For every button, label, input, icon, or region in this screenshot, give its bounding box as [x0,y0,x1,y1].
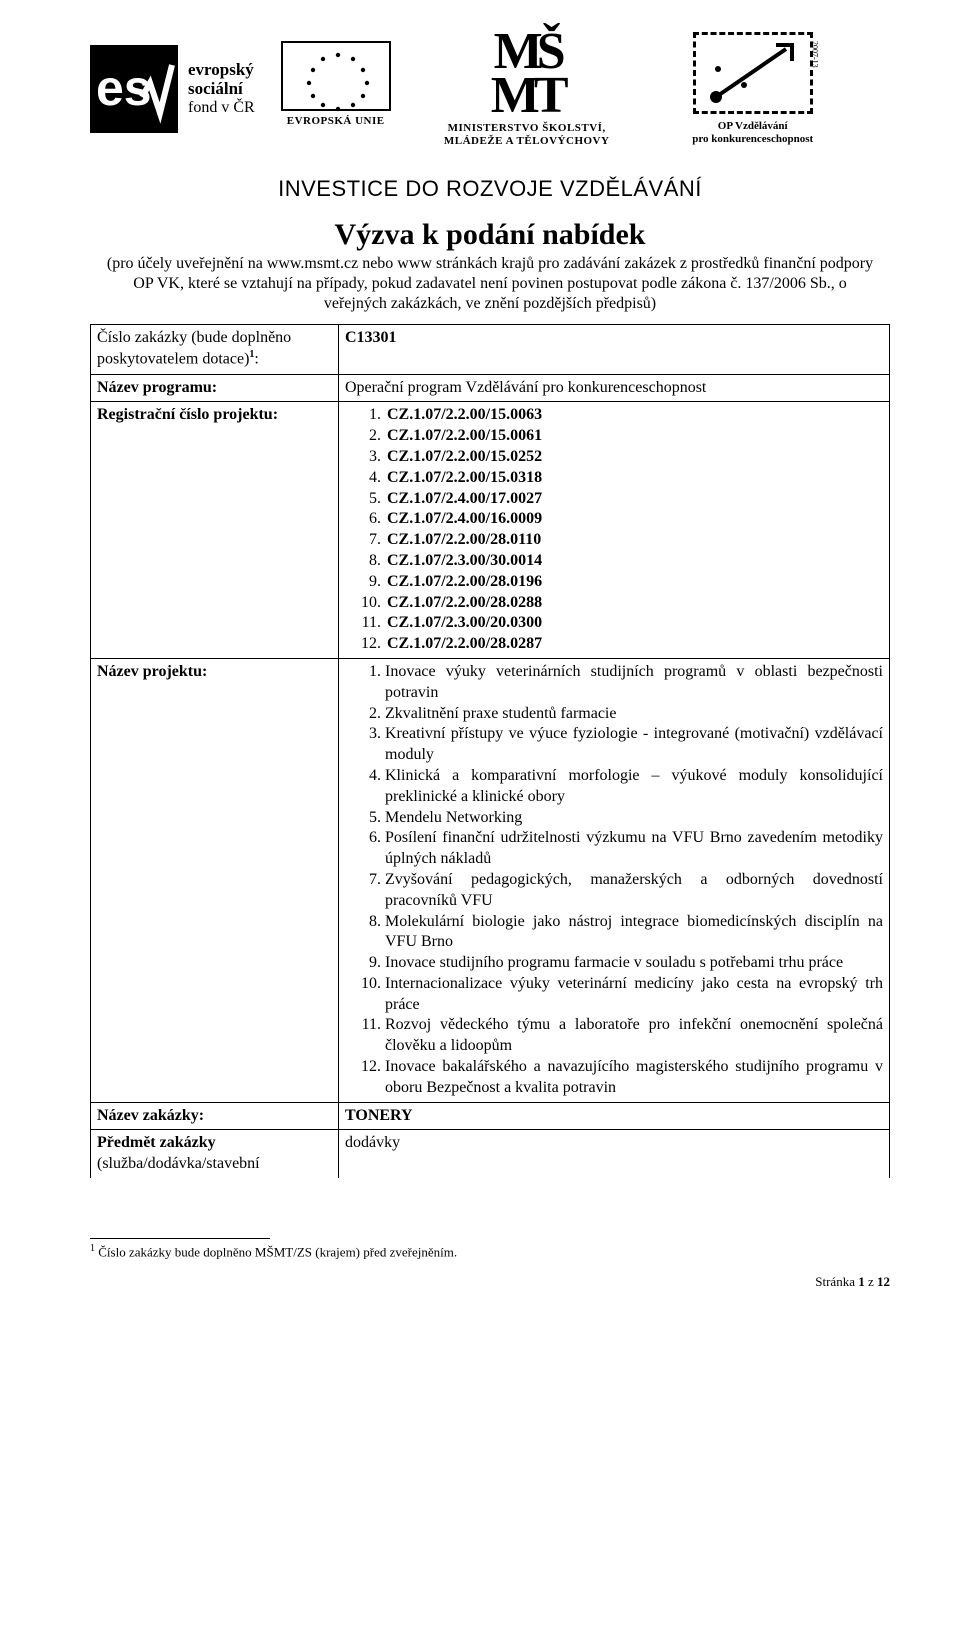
opvk-line1: OP Vzdělávání [653,120,853,133]
row1-after: : [254,351,258,368]
table-row: Registrační číslo projektu: CZ.1.07/2.2.… [91,402,890,659]
list-item: CZ.1.07/2.3.00/30.0014 [385,551,883,572]
list-item: CZ.1.07/2.2.00/15.0063 [385,405,883,426]
cell-label: Název programu: [91,374,339,402]
list-item: Klinická a komparativní morfologie – výu… [385,766,883,808]
footnote: 1 Číslo zakázky bude doplněno MŠMT/ZS (k… [90,1243,890,1260]
opvk-line2: pro konkurenceschopnost [653,133,853,146]
row5-value: TONERY [345,1107,413,1124]
esf-icon: es [90,45,178,133]
row6-label-line1: Předmět zakázky [97,1134,216,1151]
esf-text: evropský sociální fond v ČR [188,61,255,116]
table-row: Číslo zakázky (bude doplněno poskytovate… [91,324,890,374]
eu-label: EVROPSKÁ UNIE [287,115,385,127]
header-logos: es evropský sociální fond v ČR [90,30,890,148]
esf-line1: evropský [188,61,255,80]
list-item: Molekulární biologie jako nástroj integr… [385,912,883,954]
page: es evropský sociální fond v ČR [0,0,960,1310]
esf-logo: es evropský sociální fond v ČR [90,45,255,133]
cell-label: Název zakázky: [91,1102,339,1130]
pagenum-label: Stránka [815,1274,858,1289]
row1-value: C13301 [345,329,397,346]
opvk-icon: 2007-13 [693,32,813,114]
cell-value: Inovace výuky veterinárních studijních p… [339,658,890,1102]
opvk-side: 2007-13 [811,41,820,68]
cell-label: Registrační číslo projektu: [91,402,339,659]
list-item: Posílení finanční udržitelnosti výzkumu … [385,828,883,870]
list-item: CZ.1.07/2.4.00/17.0027 [385,489,883,510]
list-item: Kreativní přístupy ve výuce fyziologie -… [385,724,883,766]
eu-flag-icon [281,41,391,111]
project-list: Inovace výuky veterinárních studijních p… [345,662,883,1099]
pagenum-of: z [865,1274,877,1289]
row1-label-line2: poskytovatelem dotace) [97,351,249,368]
list-item: CZ.1.07/2.2.00/15.0318 [385,468,883,489]
cell-value: Operační program Vzdělávání pro konkuren… [339,374,890,402]
cell-label: Číslo zakázky (bude doplněno poskytovate… [91,324,339,374]
registration-list: CZ.1.07/2.2.00/15.0063CZ.1.07/2.2.00/15.… [345,405,883,655]
msmt-line1: MINISTERSTVO ŠKOLSTVÍ, [417,122,637,135]
list-item: Inovace bakalářského a navazujícího magi… [385,1057,883,1099]
list-item: CZ.1.07/2.2.00/15.0252 [385,447,883,468]
list-item: Mendelu Networking [385,808,883,829]
list-item: CZ.1.07/2.2.00/28.0288 [385,593,883,614]
page-number: Stránka 1 z 12 [815,1274,890,1290]
list-item: Zkvalitnění praxe studentů farmacie [385,704,883,725]
main-table: Číslo zakázky (bude doplněno poskytovate… [90,324,890,1178]
list-item: Rozvoj vědeckého týmu a laboratoře pro i… [385,1015,883,1057]
list-item: Zvyšování pedagogických, manažerských a … [385,870,883,912]
cell-value: dodávky [339,1130,890,1178]
esf-line3: fond v ČR [188,99,255,117]
list-item: CZ.1.07/2.2.00/28.0287 [385,634,883,655]
row6-label-line2: (služba/dodávka/stavební [97,1155,260,1172]
eu-logo: EVROPSKÁ UNIE [271,41,401,137]
opvk-logo: 2007-13 OP Vzdělávání pro konkurencescho… [653,32,853,145]
esf-line2: sociální [188,80,255,99]
cell-value: CZ.1.07/2.2.00/15.0063CZ.1.07/2.2.00/15.… [339,402,890,659]
table-row: Název zakázky: TONERY [91,1102,890,1130]
list-item: CZ.1.07/2.2.00/28.0196 [385,572,883,593]
table-row: Předmět zakázky (služba/dodávka/stavební… [91,1130,890,1178]
list-item: Inovace studijního programu farmacie v s… [385,953,883,974]
list-item: CZ.1.07/2.2.00/15.0061 [385,426,883,447]
table-row: Název projektu: Inovace výuky veterinárn… [91,658,890,1102]
msmt-icon: MŠMT [417,30,637,118]
list-item: Inovace výuky veterinárních studijních p… [385,662,883,704]
list-item: CZ.1.07/2.2.00/28.0110 [385,530,883,551]
list-item: CZ.1.07/2.3.00/20.0300 [385,613,883,634]
table-row: Název programu: Operační program Vzděláv… [91,374,890,402]
cell-label: Název projektu: [91,658,339,1102]
footnote-text: Číslo zakázky bude doplněno MŠMT/ZS (kra… [95,1244,457,1259]
list-item: Internacionalizace výuky veterinární med… [385,974,883,1016]
cell-value: TONERY [339,1102,890,1130]
footnote-separator [90,1238,270,1239]
page-title: Výzva k podání nabídek [90,218,890,252]
cell-label: Předmět zakázky (služba/dodávka/stavební [91,1130,339,1178]
svg-text:es: es [96,60,152,116]
msmt-logo: MŠMT MINISTERSTVO ŠKOLSTVÍ, MLÁDEŽE A TĚ… [417,30,637,148]
pagenum-total: 12 [877,1274,890,1289]
list-item: CZ.1.07/2.4.00/16.0009 [385,509,883,530]
msmt-line2: MLÁDEŽE A TĚLOVÝCHOVY [417,135,637,148]
page-subtitle: (pro účely uveřejnění na www.msmt.cz neb… [100,254,880,314]
cell-value: C13301 [339,324,890,374]
row1-label-line1: Číslo zakázky (bude doplněno [97,329,291,346]
invest-line: INVESTICE DO ROZVOJE VZDĚLÁVÁNÍ [90,176,890,202]
